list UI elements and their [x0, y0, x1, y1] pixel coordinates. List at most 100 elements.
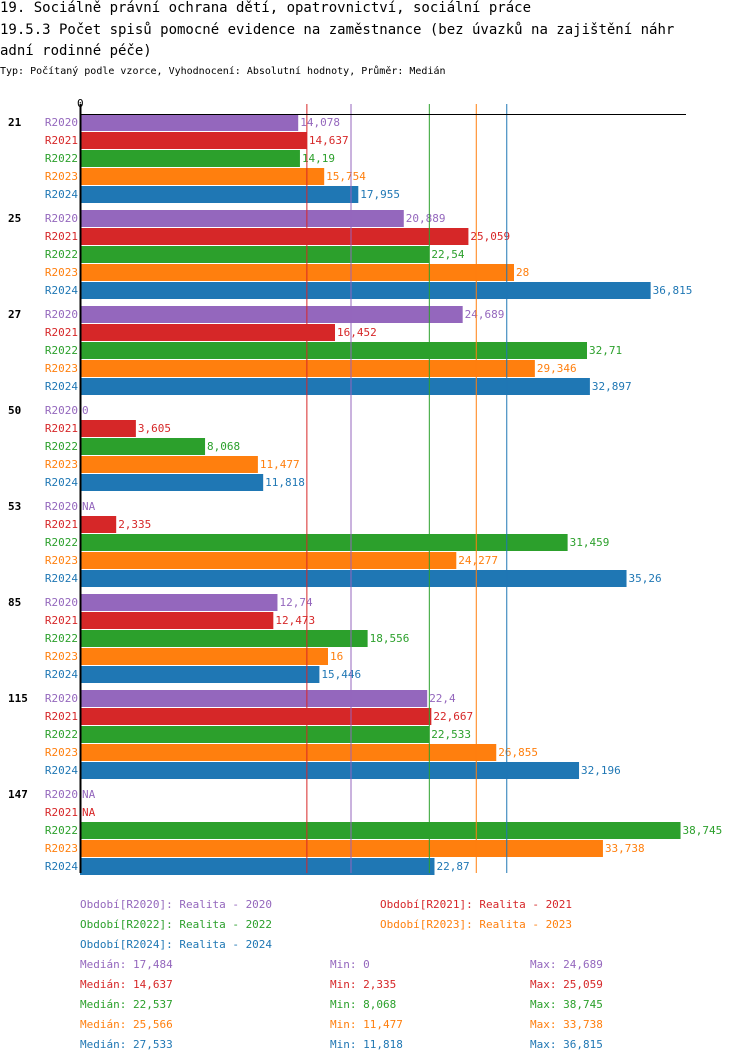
- stat-median: Medián: 17,484: [80, 958, 173, 971]
- bar: [80, 306, 463, 323]
- series-row-label: R2021: [45, 806, 78, 819]
- bar: [80, 342, 588, 359]
- series-row-label: R2022: [45, 152, 78, 165]
- bar-value-label: NA: [82, 788, 96, 801]
- bar: [80, 282, 651, 299]
- bar: [80, 378, 590, 395]
- bar: [80, 822, 681, 839]
- series-row-label: R2022: [45, 728, 78, 741]
- series-row-label: R2023: [45, 170, 78, 183]
- title-line-2: 19.5.3 Počet spisů pomocné evidence na z…: [0, 22, 675, 38]
- series-row-label: R2024: [45, 860, 78, 873]
- bar-value-label: 38,745: [683, 824, 723, 837]
- series-row-label: R2022: [45, 248, 78, 261]
- bar-value-label: 17,955: [360, 188, 400, 201]
- bar-value-label: NA: [82, 806, 96, 819]
- bar-value-label: 14,637: [309, 134, 349, 147]
- stat-min: Min: 8,068: [330, 998, 396, 1011]
- stat-min: Min: 0: [330, 958, 370, 971]
- legend-item: Období[R2024]: Realita - 2024: [80, 938, 272, 951]
- series-row-label: R2024: [45, 284, 78, 297]
- category-label: 147: [8, 788, 28, 801]
- series-row-label: R2023: [45, 650, 78, 663]
- x-tick-label: 0: [77, 97, 84, 110]
- bar-value-label: 22,87: [436, 860, 469, 873]
- series-row-label: R2021: [45, 710, 78, 723]
- series-row-label: R2020: [45, 692, 78, 705]
- legend-item: Období[R2022]: Realita - 2022: [80, 918, 272, 931]
- stat-min: Min: 2,335: [330, 978, 396, 991]
- bar: [80, 840, 603, 857]
- series-row-label: R2020: [45, 212, 78, 225]
- bar-value-label: 8,068: [207, 440, 240, 453]
- bar: [80, 264, 514, 281]
- stat-max: Max: 36,815: [530, 1038, 603, 1051]
- bar-value-label: 31,459: [570, 536, 610, 549]
- bar-value-label: 26,855: [498, 746, 538, 759]
- stat-max: Max: 33,738: [530, 1018, 603, 1031]
- stat-median: Medián: 25,566: [80, 1018, 173, 1031]
- category-label: 25: [8, 212, 21, 225]
- bar: [80, 360, 535, 377]
- bar: [80, 132, 307, 149]
- bar-value-label: 0: [82, 404, 89, 417]
- bar-value-label: 32,897: [592, 380, 632, 393]
- category-label: 50: [8, 404, 21, 417]
- bar-value-label: 22,667: [433, 710, 473, 723]
- series-row-label: R2020: [45, 500, 78, 513]
- bar-value-label: 33,738: [605, 842, 645, 855]
- bar: [80, 150, 300, 167]
- bar: [80, 186, 359, 203]
- bar-value-label: 22,54: [431, 248, 464, 261]
- legend-item: Období[R2021]: Realita - 2021: [380, 898, 572, 911]
- bar: [80, 708, 432, 725]
- bar-value-label: 20,889: [406, 212, 446, 225]
- series-row-label: R2023: [45, 554, 78, 567]
- series-row-label: R2022: [45, 536, 78, 549]
- stat-median: Medián: 14,637: [80, 978, 173, 991]
- series-row-label: R2020: [45, 596, 78, 609]
- category-label: 27: [8, 308, 21, 321]
- stat-min: Min: 11,818: [330, 1038, 403, 1051]
- bar-value-label: 24,277: [458, 554, 498, 567]
- series-row-label: R2022: [45, 344, 78, 357]
- series-row-label: R2021: [45, 422, 78, 435]
- legend-item: Období[R2020]: Realita - 2020: [80, 898, 272, 911]
- bar-value-label: 16: [330, 650, 343, 663]
- series-row-label: R2024: [45, 668, 78, 681]
- bar: [80, 228, 469, 245]
- bar-value-label: 16,452: [337, 326, 377, 339]
- series-row-label: R2021: [45, 326, 78, 339]
- bar-value-label: 14,078: [300, 116, 340, 129]
- series-row-label: R2022: [45, 440, 78, 453]
- bar: [80, 630, 368, 647]
- bar: [80, 168, 325, 185]
- bar-value-label: 35,26: [629, 572, 662, 585]
- stat-min: Min: 11,477: [330, 1018, 403, 1031]
- bar-value-label: 29,346: [537, 362, 577, 375]
- series-row-label: R2022: [45, 632, 78, 645]
- bar: [80, 474, 264, 491]
- bar-value-label: 11,477: [260, 458, 300, 471]
- series-row-label: R2023: [45, 266, 78, 279]
- bar-value-label: 11,818: [265, 476, 305, 489]
- bar-value-label: 14,19: [302, 152, 335, 165]
- bar-value-label: 2,335: [118, 518, 151, 531]
- bar: [80, 420, 136, 437]
- series-row-label: R2024: [45, 476, 78, 489]
- bar: [80, 570, 627, 587]
- bar: [80, 114, 299, 131]
- bar: [80, 690, 428, 707]
- series-row-label: R2023: [45, 746, 78, 759]
- series-row-label: R2020: [45, 788, 78, 801]
- bar-value-label: 28: [516, 266, 529, 279]
- series-row-label: R2024: [45, 572, 78, 585]
- category-label: 21: [8, 116, 22, 129]
- bar-value-label: 15,446: [321, 668, 361, 681]
- bar: [80, 648, 328, 665]
- series-row-label: R2020: [45, 116, 78, 129]
- series-row-label: R2020: [45, 404, 78, 417]
- bar-value-label: 22,4: [429, 692, 456, 705]
- title-line-1: 19. Sociálně právní ochrana dětí, opatro…: [0, 0, 532, 16]
- series-row-label: R2024: [45, 188, 78, 201]
